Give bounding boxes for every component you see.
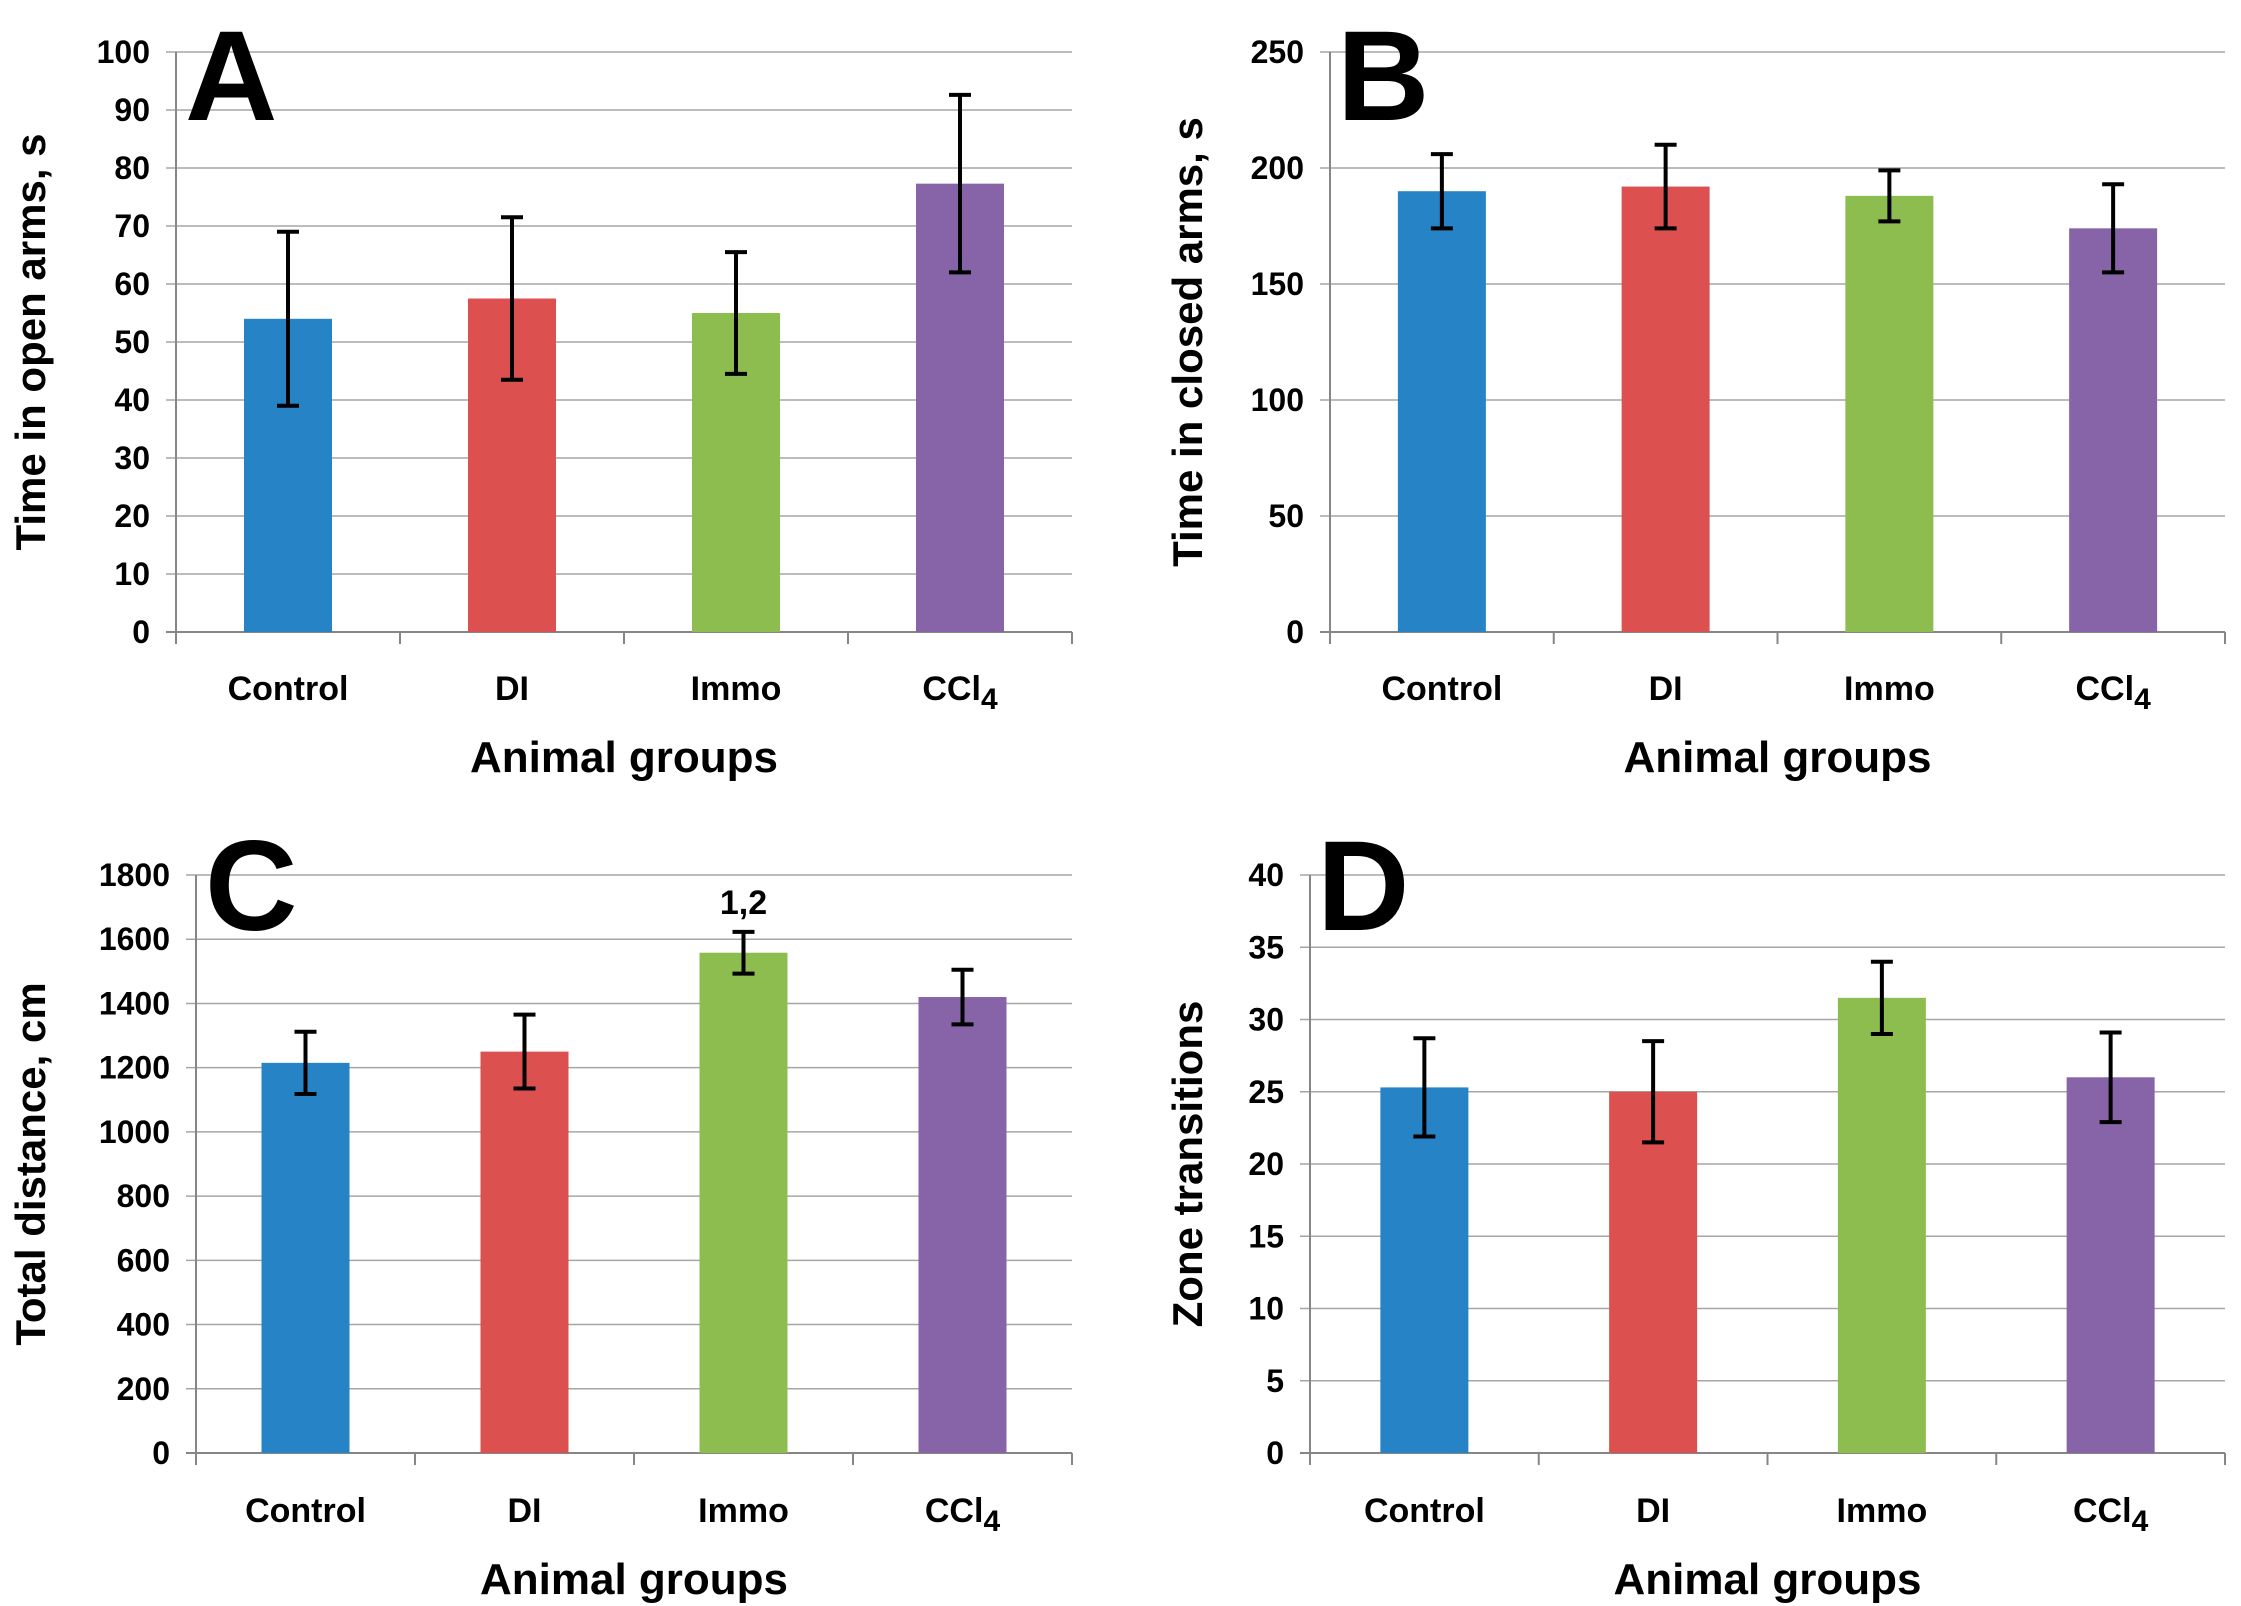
y-tick-label: 40	[1248, 857, 1284, 893]
error-bar-di	[501, 215, 523, 382]
panel-letter: D	[1317, 815, 1409, 958]
y-tick-label: 15	[1248, 1218, 1284, 1254]
y-tick-label: 40	[114, 382, 150, 418]
bar-di	[480, 1051, 569, 1453]
x-tick-label-di: DI	[1636, 1492, 1670, 1530]
x-tick-label-di: DI	[1649, 670, 1683, 708]
x-tick-label-ccl4: CCl4	[925, 1492, 1001, 1538]
y-tick-label: 35	[1248, 929, 1284, 965]
error-bar-ccl4	[949, 92, 971, 275]
panel-b: 0 50 100 150 200 250 Control DI Immo CCl4 Animal g…	[1164, 5, 2226, 782]
y-tick-label: 1600	[99, 921, 170, 957]
x-tick-label-control: Control	[1364, 1492, 1485, 1530]
y-tick-label: 100	[97, 34, 150, 70]
y-axis-label: Time in closed arms, s	[1164, 117, 1211, 567]
bar-ccl4	[2066, 1077, 2155, 1453]
y-tick-label: 200	[1251, 150, 1304, 186]
y-tick-label: 50	[114, 324, 150, 360]
bar-control	[261, 1062, 350, 1453]
y-tick-label: 1800	[99, 857, 170, 893]
y-tick-label: 20	[1248, 1146, 1284, 1182]
error-bar-di	[1642, 1039, 1665, 1145]
error-bar-di	[1654, 142, 1677, 231]
error-bar-control	[277, 229, 299, 408]
y-tick-label: 50	[1268, 498, 1304, 534]
error-bar-immo	[1878, 168, 1901, 224]
x-tick-label-immo: Immo	[698, 1492, 789, 1530]
y-axis-label: Time in open arms, s	[7, 133, 54, 550]
x-axis-label: Animal groups	[470, 733, 778, 782]
error-bar-ccl4	[951, 967, 974, 1027]
y-tick-label: 0	[1266, 1435, 1284, 1471]
y-tick-label: 400	[117, 1307, 170, 1343]
y-tick-label: 20	[114, 498, 150, 534]
y-tick-label: 80	[114, 150, 150, 186]
x-tick-label-control: Control	[245, 1492, 366, 1530]
x-tick-label-immo: Immo	[1844, 670, 1935, 708]
panel-c: 0 200 400 600 800 1000 1200 1400 1600 1800 Control…	[7, 815, 1073, 1604]
panel-a: 0 10 20 30 40 50 60 70 80 90 100 Control DI Immo CCl4 A…	[7, 5, 1073, 782]
bar-control	[1380, 1087, 1469, 1453]
bar-immo	[1845, 195, 1934, 632]
bar-ccl4	[918, 997, 1007, 1453]
panel-letter: A	[185, 5, 277, 148]
x-tick-label-control: Control	[228, 670, 349, 708]
y-tick-label: 0	[132, 614, 150, 650]
x-axis-label: Animal groups	[480, 1555, 788, 1604]
error-bar-di	[513, 1012, 536, 1091]
bar-di	[1621, 186, 1710, 632]
y-tick-label: 90	[114, 92, 150, 128]
x-axis-label: Animal groups	[1623, 733, 1931, 782]
error-bar-immo	[725, 250, 747, 376]
y-tick-label: 60	[114, 266, 150, 302]
x-tick-label-di: DI	[508, 1492, 542, 1530]
error-bar-control	[1413, 1036, 1436, 1139]
x-tick-label-control: Control	[1381, 670, 1502, 708]
y-tick-label: 800	[117, 1178, 170, 1214]
y-tick-label: 0	[1286, 614, 1304, 650]
error-bar-ccl4	[2102, 182, 2125, 275]
y-tick-label: 1000	[99, 1114, 170, 1150]
error-bar-immo	[732, 929, 755, 976]
y-tick-label: 25	[1248, 1074, 1284, 1110]
panel-letter: B	[1337, 5, 1429, 148]
y-tick-label: 1200	[99, 1050, 170, 1086]
panel-letter: C	[205, 815, 297, 958]
y-tick-label: 5	[1266, 1363, 1284, 1399]
significance-annotation: 1,2	[720, 884, 767, 922]
y-tick-label: 200	[117, 1371, 170, 1407]
x-tick-label-ccl4: CCl4	[922, 670, 998, 716]
y-tick-label: 10	[1248, 1291, 1284, 1327]
y-tick-label: 30	[1248, 1002, 1284, 1038]
panel-d: 0 5 10 15 20 25 30 35 40 Control DI Immo CCl4 Animal …	[1164, 815, 2226, 1604]
y-tick-label: 0	[152, 1435, 170, 1471]
y-tick-label: 30	[114, 440, 150, 476]
y-tick-label: 100	[1251, 382, 1304, 418]
x-axis-label: Animal groups	[1613, 1555, 1921, 1604]
x-tick-label-immo: Immo	[691, 670, 782, 708]
y-tick-label: 1400	[99, 985, 170, 1021]
x-tick-label-di: DI	[495, 670, 529, 708]
x-tick-label-ccl4: CCl4	[2076, 670, 2152, 716]
error-bar-ccl4	[2099, 1030, 2122, 1125]
y-tick-label: 600	[117, 1242, 170, 1278]
bar-di	[1609, 1091, 1698, 1453]
y-tick-label: 70	[114, 208, 150, 244]
bar-immo	[1837, 997, 1926, 1453]
y-tick-label: 150	[1251, 266, 1304, 302]
bar-control	[1397, 191, 1486, 632]
bar-immo	[699, 952, 788, 1453]
error-bar-immo	[1870, 959, 1893, 1036]
error-bar-control	[1430, 152, 1453, 231]
y-tick-label: 250	[1251, 34, 1304, 70]
y-tick-label: 10	[114, 556, 150, 592]
error-bar-control	[294, 1029, 317, 1096]
x-tick-label-immo: Immo	[1837, 1492, 1928, 1530]
bar-ccl4	[2069, 228, 2158, 632]
y-axis-label: Zone transitions	[1164, 1001, 1211, 1328]
x-tick-label-ccl4: CCl4	[2073, 1492, 2149, 1538]
y-axis-label: Total distance, cm	[7, 982, 54, 1345]
